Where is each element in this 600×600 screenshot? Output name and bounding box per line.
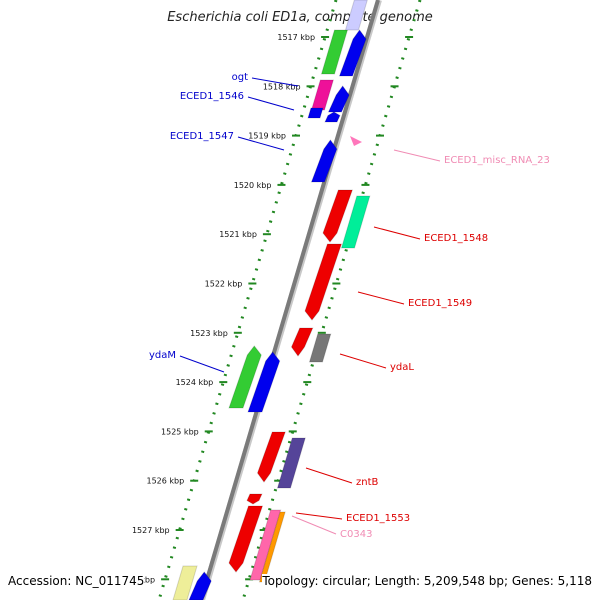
topology-label: Topology: circular; Length: 5,209,548 bp…: [262, 574, 592, 588]
gene-label: ECED1_1548: [424, 233, 488, 244]
gene-box-ydaM: [228, 345, 262, 409]
gene-label: ECED1_1553: [346, 513, 410, 524]
tick-label: 1519 kbp: [248, 132, 286, 141]
label-leader-line: [295, 512, 343, 520]
gene-label: ECED1_1546: [180, 91, 244, 102]
tick-label: 1523 kbp: [190, 329, 228, 338]
gene-label: ECED1_1549: [408, 298, 472, 309]
label-leader-line: [251, 77, 299, 87]
gene-label: ECED1_misc_RNA_23: [444, 155, 550, 166]
gene-box-ECED1_1553: [228, 505, 264, 573]
label-leader-line: [339, 353, 387, 369]
tick-label: 1518 kbp: [263, 82, 301, 91]
gene-label: C0343: [340, 529, 372, 540]
map-title: Escherichia coli ED1a, complete genome: [167, 10, 433, 25]
gene-box: [340, 195, 371, 249]
tick-label: 1527 kbp: [132, 526, 170, 535]
tick-label: 1525 kbp: [161, 427, 199, 436]
gene-box-ogt: [310, 79, 335, 111]
rna-marker: [350, 136, 362, 146]
gene-box: [246, 493, 263, 505]
gene-box-ECED1_1549: [304, 243, 343, 321]
gene-box-ydaL: [308, 333, 332, 363]
gene-label: zntB: [356, 477, 379, 488]
tick-label: 1521 kbp: [219, 230, 257, 239]
gene-box-zntB: [256, 431, 286, 483]
gene-box: [327, 85, 350, 113]
label-leader-line: [357, 291, 405, 305]
label-leader-line: [305, 467, 353, 484]
left-lane-dots: [157, 0, 338, 600]
label-leader-line: [247, 96, 295, 111]
label-leader-line: [393, 149, 441, 162]
gene-box: [247, 351, 281, 413]
gene-box-ECED1_1548: [322, 189, 354, 243]
gene-box: [290, 327, 314, 357]
label-leader-line: [291, 515, 337, 535]
tick-label: 1520 kbp: [234, 181, 272, 190]
accession-label: Accession: NC_011745: [8, 574, 145, 588]
tick-label: 1524 kbp: [176, 378, 214, 387]
gene-label: ogt: [232, 72, 248, 83]
gene-box: [172, 565, 198, 600]
right-lane-dots: [241, 0, 422, 600]
gene-box: [344, 0, 368, 31]
gene-box: [324, 111, 341, 123]
gene-box: [320, 29, 349, 75]
label-leader-line: [179, 355, 225, 373]
gene-label: ydaL: [390, 362, 414, 373]
gene-label: ECED1_1547: [170, 131, 234, 142]
tick-label: 1526 kbp: [146, 477, 184, 486]
gene-box: [338, 29, 367, 77]
gene-label: ydaM: [149, 350, 176, 361]
label-leader-line: [237, 136, 285, 151]
tick-label: 1522 kbp: [205, 280, 243, 289]
gene-box-ECED1_1547: [310, 139, 338, 183]
gene-box: [276, 437, 306, 489]
gene-box-C0343: [249, 509, 282, 581]
gene-box-ECED1_1546: [307, 107, 324, 119]
gene-box: [188, 571, 212, 600]
backbone-line: [199, 0, 380, 600]
tick-label: 1517 kbp: [277, 33, 315, 42]
label-leader-line: [373, 226, 421, 240]
